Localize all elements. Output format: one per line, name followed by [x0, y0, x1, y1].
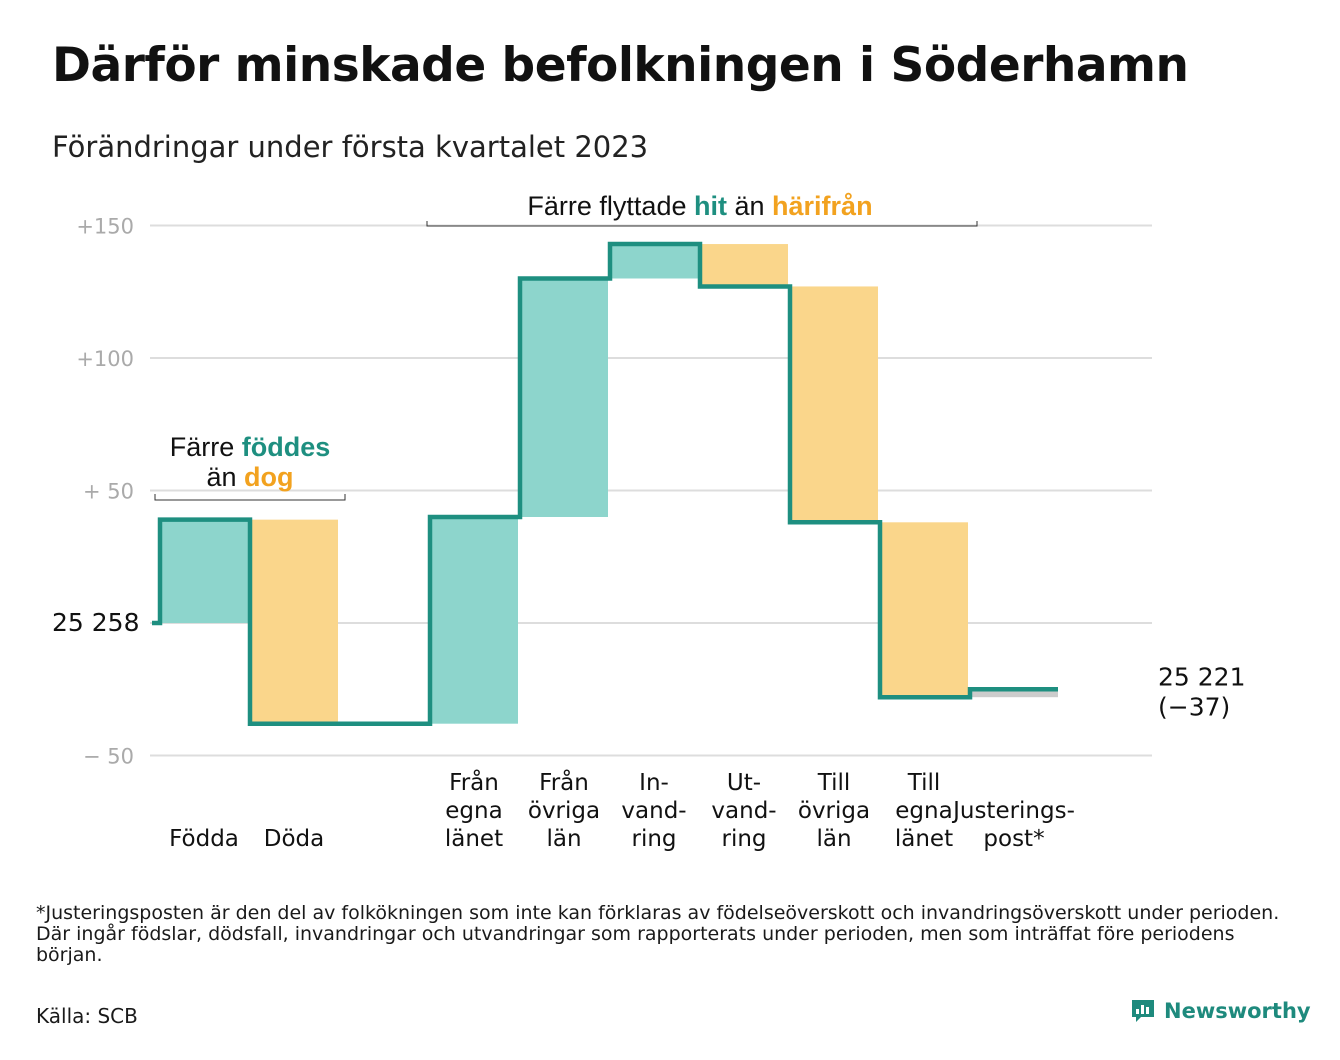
- chart-title: Därför minskade befolkningen i Söderhamn: [52, 38, 1189, 93]
- bar-döda: [250, 519, 338, 724]
- category-label: post*: [983, 826, 1044, 852]
- category-labels: Födda DödaFrånegnalänetFrånövrigalänIn-va…: [52, 608, 1245, 852]
- annotation-segment: Färre: [170, 432, 242, 462]
- category-label: Från: [449, 768, 499, 796]
- category-label: Födda: [169, 826, 239, 852]
- annotation-segment: härifrån: [772, 191, 873, 221]
- annotation-segment: hit: [694, 191, 727, 221]
- annotation-text: Färre flyttade hit än härifrån: [527, 191, 872, 221]
- source-label: Källa: SCB: [36, 1004, 138, 1028]
- annotation-bracket: [154, 494, 346, 501]
- category-label: länet: [895, 826, 953, 852]
- bar-utvandring: [700, 244, 788, 287]
- annotation-text: Färre föddes: [170, 432, 331, 462]
- category-label: ring: [631, 826, 676, 852]
- annotation-segment: föddes: [242, 432, 331, 462]
- category-label: Till: [817, 770, 851, 796]
- y-tick-label: +150: [76, 215, 134, 239]
- bar-invandring: [610, 244, 698, 279]
- category-label: Döda: [264, 826, 324, 852]
- category-label: län: [546, 826, 581, 852]
- bar-födda: [160, 519, 248, 623]
- category-label: egna: [445, 798, 502, 824]
- y-tick-label: − 50: [83, 745, 134, 769]
- category-label: egna: [895, 798, 952, 824]
- category-label: Ut-: [727, 770, 761, 796]
- waterfall-chart: − 50+ 50+100+150 Födda DödaFrånegnalänetF…: [52, 191, 1245, 852]
- chart-subtitle: Förändringar under första kvartalet 2023: [52, 130, 649, 164]
- footnote: *Justeringsposten är den del av folkökni…: [36, 902, 1280, 966]
- category-label: vand-: [621, 798, 686, 824]
- brand-logo: Newsworthy: [1130, 998, 1311, 1024]
- start-value-label: 25 258: [52, 608, 139, 637]
- annotation-segment: Färre flyttade: [527, 191, 694, 221]
- category-label: Till: [907, 770, 941, 796]
- category-label: övriga: [528, 798, 600, 824]
- brand-name: Newsworthy: [1164, 999, 1311, 1023]
- category-label: län: [816, 826, 851, 852]
- category-label: vand-: [711, 798, 776, 824]
- bars: [160, 244, 1058, 724]
- bar-till-övriga-län: [790, 286, 878, 523]
- end-value-label: 25 221: [1158, 662, 1245, 691]
- annotation-segment: än: [206, 462, 244, 492]
- annotation-bracket: [426, 221, 978, 227]
- bar-från-övriga-län: [520, 278, 608, 517]
- annotation-segment: än: [727, 191, 772, 221]
- step-line: [152, 241, 1058, 726]
- y-tick-label: + 50: [83, 480, 134, 504]
- category-label: In-: [639, 770, 669, 796]
- category-label: Justerings-: [951, 798, 1075, 824]
- category-label: länet: [445, 826, 503, 852]
- bar-till-egna-länet: [880, 522, 968, 698]
- bar-justeringspost: [970, 689, 1058, 698]
- end-change-label: (−37): [1158, 692, 1230, 721]
- newsworthy-icon: [1132, 1000, 1154, 1022]
- category-label: övriga: [798, 798, 870, 824]
- annotation-segment: dog: [244, 462, 293, 492]
- annotation-text: än dog: [206, 462, 293, 492]
- category-label: ring: [721, 826, 766, 852]
- y-tick-label: +100: [76, 347, 134, 371]
- bar-från-egna-länet: [430, 517, 518, 724]
- category-label: Från: [539, 768, 589, 796]
- running-total-line: [152, 241, 1058, 726]
